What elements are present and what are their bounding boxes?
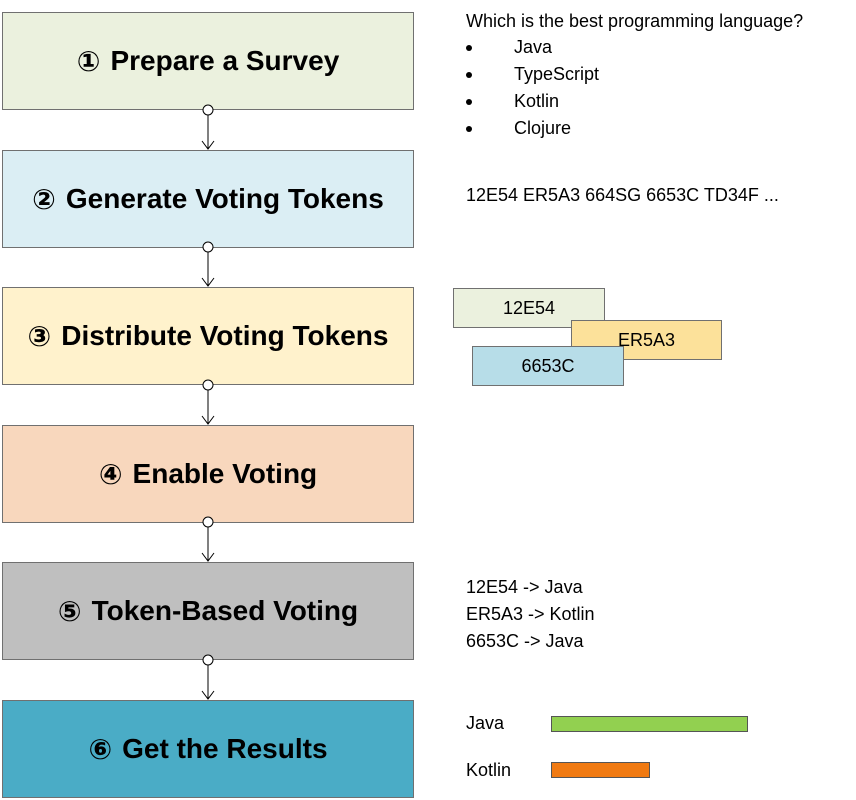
connector-3-4 [201, 379, 215, 425]
connector-5-6 [201, 654, 215, 700]
step-label: Token-Based Voting [91, 595, 359, 626]
survey-option: Kotlin [466, 88, 599, 115]
step-6-box: ⑥ Get the Results [2, 700, 414, 798]
vote-entry: 12E54 -> Java [466, 577, 583, 597]
token-card-er5a3: ER5A3 [571, 320, 722, 360]
bullet-icon [466, 126, 472, 132]
step-2-box: ② Generate Voting Tokens [2, 150, 414, 248]
bullet-icon [466, 72, 472, 78]
step-label: Enable Voting [132, 458, 318, 489]
survey-option: Java [466, 34, 599, 61]
result-label-kotlin: Kotlin [466, 760, 512, 780]
step-number: ⑤ [57, 595, 82, 627]
connector-2-3 [201, 241, 215, 287]
step-label: Get the Results [122, 733, 328, 764]
step-label: Prepare a Survey [110, 45, 340, 76]
step-number: ⑥ [88, 733, 113, 765]
connector-4-5 [201, 516, 215, 562]
result-label-java: Java [466, 713, 505, 733]
survey-options: Java TypeScript Kotlin Clojure [466, 34, 599, 142]
option-label: Kotlin [514, 91, 560, 111]
step-label: Distribute Voting Tokens [61, 320, 389, 351]
token-card-6653c: 6653C [472, 346, 624, 386]
vote-entry: 6653C -> Java [466, 631, 584, 651]
votes-list: 12E54 -> Java ER5A3 -> Kotlin 6653C -> J… [466, 574, 595, 655]
survey-option: Clojure [466, 115, 599, 142]
option-label: Java [514, 37, 553, 57]
connector-1-2 [201, 104, 215, 150]
survey-question: Which is the best programming language? [466, 11, 804, 31]
vote-entry: ER5A3 -> Kotlin [466, 604, 595, 624]
token-card-label: 12E54 [502, 297, 556, 318]
step-1-box: ① Prepare a Survey [2, 12, 414, 110]
token-list: 12E54 ER5A3 664SG 6653C TD34F ... [466, 185, 779, 205]
step-5-box: ⑤ Token-Based Voting [2, 562, 414, 660]
step-number: ① [76, 45, 101, 77]
option-label: TypeScript [514, 64, 600, 84]
option-label: Clojure [514, 118, 572, 138]
bullet-icon [466, 99, 472, 105]
bullet-icon [466, 45, 472, 51]
step-label: Generate Voting Tokens [65, 183, 384, 214]
step-number: ③ [27, 320, 52, 352]
result-bar-kotlin [551, 762, 650, 778]
survey-option: TypeScript [466, 61, 599, 88]
step-number: ④ [98, 458, 123, 490]
result-bar-java [551, 716, 748, 732]
token-card-label: 6653C [521, 355, 575, 376]
token-card-label: ER5A3 [617, 329, 676, 350]
step-number: ② [32, 183, 56, 215]
step-4-box: ④ Enable Voting [2, 425, 414, 523]
